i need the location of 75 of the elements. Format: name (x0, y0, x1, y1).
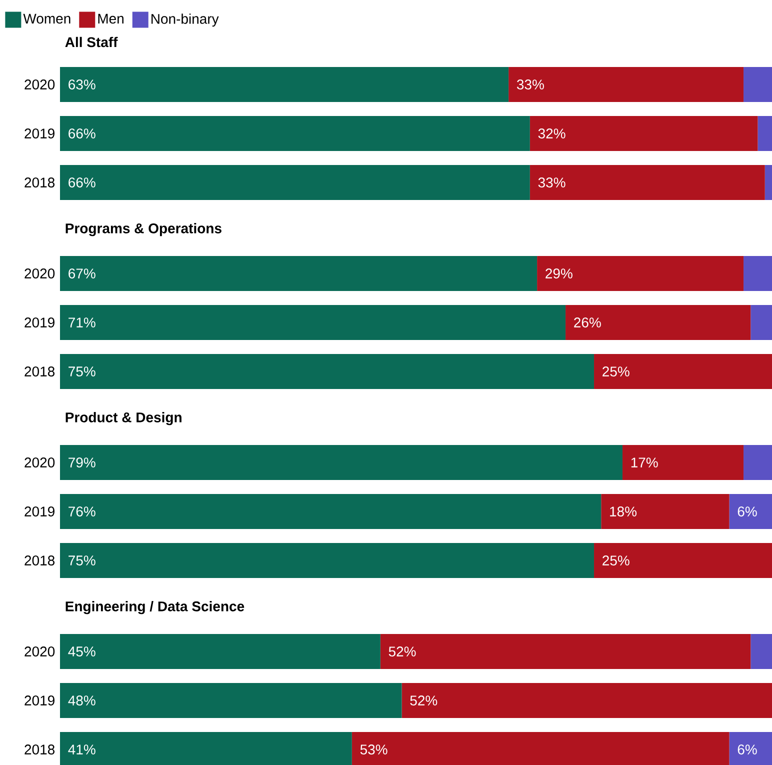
bar (744, 67, 772, 102)
data-label: 48% (68, 696, 96, 706)
bar (594, 354, 772, 390)
bar (60, 165, 530, 200)
data-label: 45% (68, 646, 96, 656)
bar (764, 165, 772, 200)
data-label: 25% (602, 366, 630, 376)
y-tick-label: 2018 (24, 366, 55, 376)
bar (380, 634, 751, 670)
data-label: 53% (360, 744, 388, 754)
data-label: 18% (610, 506, 637, 516)
chart-title: Programs & Operations (66, 223, 222, 236)
bar (750, 634, 772, 670)
bar (60, 683, 402, 718)
y-tick-label: 2020 (24, 80, 55, 90)
y-tick-label: 2020 (24, 646, 55, 656)
bar (60, 445, 622, 480)
bar (537, 256, 744, 292)
data-label: 75% (68, 556, 96, 566)
bar (60, 543, 594, 578)
data-label: 26% (574, 318, 601, 328)
data-label: 6% (738, 744, 757, 754)
bar (530, 165, 765, 200)
bar (508, 67, 744, 102)
y-tick-label: 2019 (24, 506, 54, 516)
bar (60, 305, 566, 340)
y-tick-label: 2019 (24, 696, 54, 706)
y-tick-label: 2019 (24, 128, 54, 138)
bar (729, 494, 772, 530)
data-label: 29% (546, 268, 572, 278)
bar (750, 305, 772, 340)
data-label: 75% (68, 366, 96, 376)
y-tick-label: 2018 (24, 556, 55, 566)
data-label: 17% (631, 458, 658, 468)
y-tick-label: 2020 (24, 458, 55, 468)
bar (402, 683, 772, 718)
data-label: 66% (68, 178, 96, 188)
data-label: 76% (68, 506, 96, 516)
data-label: 71% (68, 318, 96, 328)
legend-label: Men (98, 14, 124, 24)
bar (622, 445, 744, 480)
data-label: 52% (410, 696, 438, 706)
bar (60, 494, 602, 530)
data-label: 6% (738, 506, 757, 516)
bar (566, 305, 751, 340)
chart-title: Product & Design (66, 412, 182, 426)
data-label: 32% (538, 128, 566, 138)
bar (60, 256, 538, 292)
bar (60, 634, 380, 670)
data-label: 67% (68, 268, 96, 278)
legend-label: Non-binary (152, 14, 219, 27)
data-label: 33% (538, 178, 566, 188)
data-label: 63% (68, 80, 96, 90)
chart-title: Engineering / Data Science (66, 601, 244, 614)
data-label: 52% (388, 646, 416, 656)
bar (744, 256, 772, 292)
data-label: 33% (516, 80, 544, 90)
y-tick-label: 2018 (24, 744, 55, 754)
y-tick-label: 2018 (24, 178, 55, 188)
bar (60, 354, 594, 390)
legend-label: Women (23, 14, 70, 24)
data-label: 79% (68, 458, 96, 468)
bar (60, 67, 509, 102)
bar (60, 116, 530, 152)
y-tick-label: 2019 (24, 318, 54, 328)
chart-title: All Staff (65, 36, 118, 48)
y-tick-label: 2020 (24, 268, 55, 278)
bar (594, 543, 772, 578)
bar (744, 445, 772, 480)
data-label: 66% (68, 128, 96, 138)
data-label: 41% (68, 744, 96, 754)
bar (530, 116, 758, 152)
bar (601, 494, 730, 530)
data-label: 25% (602, 556, 630, 566)
bar (758, 116, 772, 152)
